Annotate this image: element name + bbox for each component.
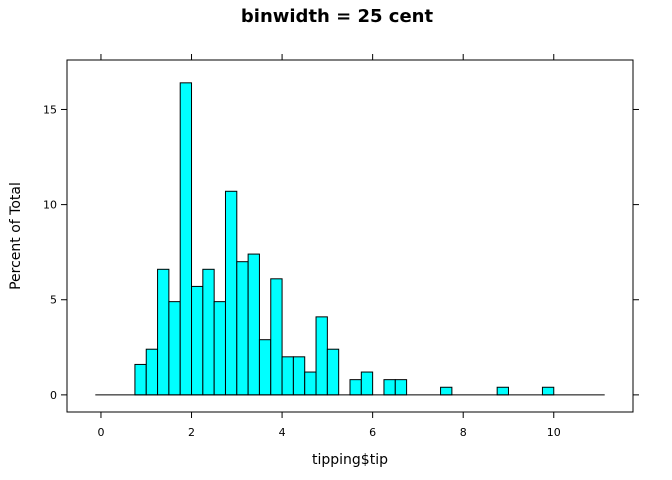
x-tick-label: 2	[188, 426, 195, 439]
bars-group	[134, 82, 555, 396]
histogram-bar	[236, 261, 249, 396]
x-axis-label: tipping$tip	[312, 452, 388, 468]
y-tick-label: 5	[50, 294, 57, 307]
histogram-bar	[213, 301, 226, 396]
histogram-bar	[202, 268, 215, 396]
histogram-bar	[394, 379, 408, 396]
x-tick-label: 4	[279, 426, 286, 439]
y-axis-label: Percent of Total	[8, 182, 24, 290]
histogram-bar	[360, 371, 374, 396]
x-tick-label: 8	[460, 426, 467, 439]
histogram-bar	[157, 268, 170, 396]
histogram-bar	[440, 386, 453, 396]
histogram-bar	[281, 356, 294, 396]
x-tick-label: 0	[97, 426, 104, 439]
histogram-bar	[145, 348, 159, 396]
y-tick-label: 15	[43, 103, 57, 116]
histogram-bar	[541, 386, 555, 396]
histogram-bar	[168, 301, 181, 396]
histogram-bar	[349, 379, 362, 396]
plot-panel	[66, 59, 634, 413]
histogram-bar	[315, 316, 328, 396]
histogram-bar	[134, 363, 147, 396]
histogram-bar	[270, 278, 283, 396]
axis-ticks: 0 2 4 6 8 10 0 5 10 15	[43, 54, 639, 439]
y-tick-label: 0	[50, 389, 57, 402]
histogram-bar	[292, 356, 306, 396]
histogram-bar	[179, 82, 193, 396]
x-tick-label: 6	[369, 426, 376, 439]
histogram-bar	[383, 379, 396, 396]
x-tick-label: 10	[547, 426, 561, 439]
histogram-bar	[247, 253, 260, 396]
histogram-bar	[191, 285, 204, 396]
chart-title: binwidth = 25 cent	[241, 6, 434, 27]
histogram-bar	[496, 386, 509, 396]
y-tick-label: 10	[43, 199, 57, 212]
histogram-bar	[304, 371, 317, 396]
histogram-bar	[224, 190, 238, 396]
histogram-bar	[326, 348, 340, 396]
histogram-bar	[258, 339, 272, 396]
